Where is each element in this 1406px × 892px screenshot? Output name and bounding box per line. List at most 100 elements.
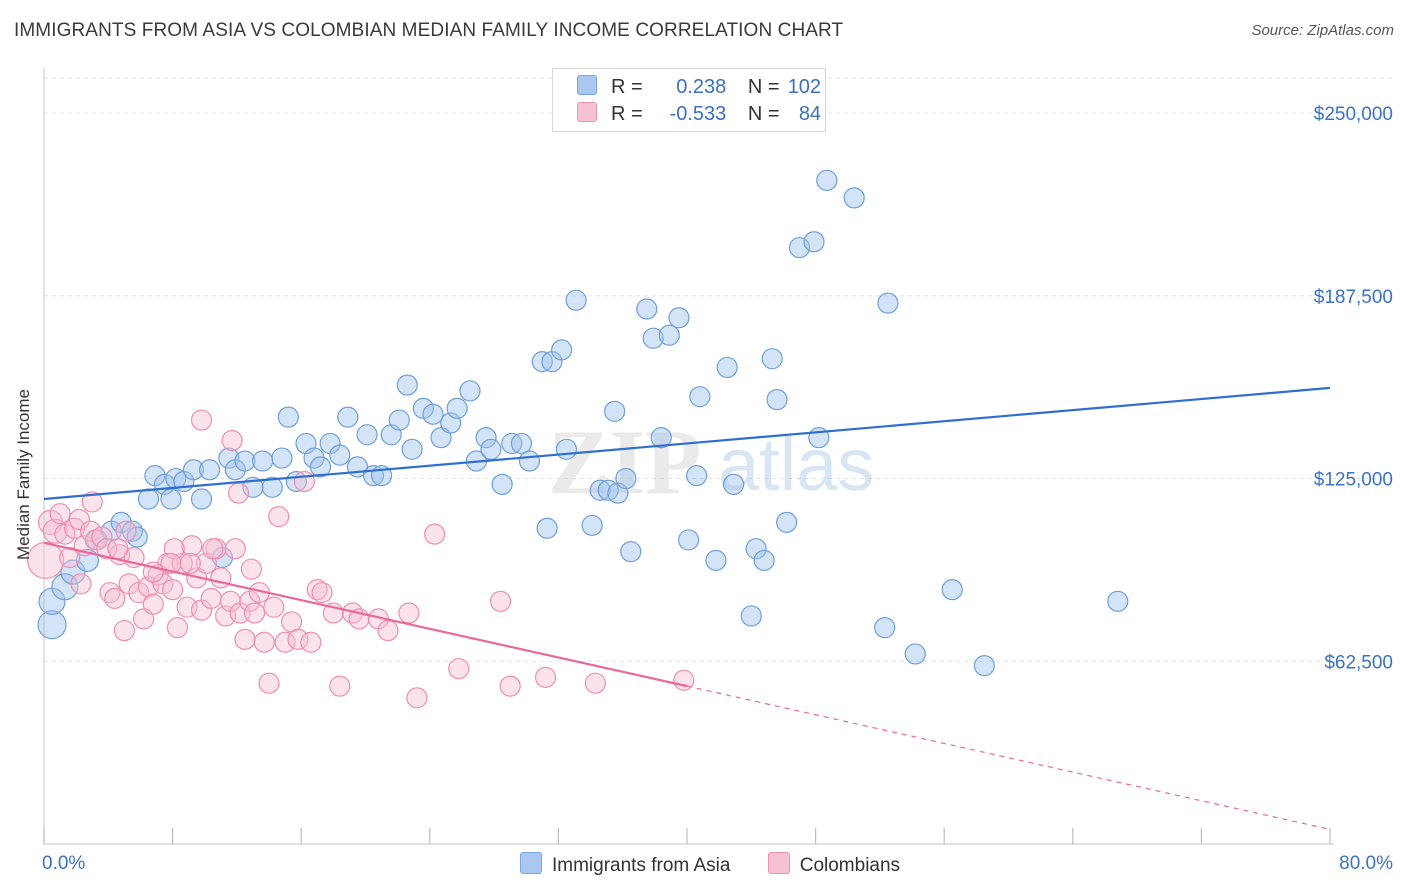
asia-point bbox=[75, 548, 100, 573]
asia-point bbox=[816, 169, 838, 191]
colombian-point bbox=[406, 687, 428, 709]
colombian-point bbox=[179, 552, 201, 574]
asia-point bbox=[1107, 590, 1129, 612]
asia-point bbox=[475, 427, 497, 449]
asia-point bbox=[766, 389, 788, 411]
legend-item-asia[interactable]: Immigrants from Asia bbox=[520, 852, 730, 877]
colombian-point bbox=[162, 579, 184, 601]
colombian-point bbox=[104, 587, 126, 610]
asia-point bbox=[277, 406, 299, 428]
legend-swatch-asia bbox=[520, 852, 542, 874]
trend-lines bbox=[43, 386, 1331, 830]
asia-point bbox=[252, 450, 274, 472]
legend-r-label: R = bbox=[611, 76, 643, 98]
colombian-point bbox=[96, 538, 118, 560]
legend-n-value: 102 bbox=[787, 76, 822, 98]
colombian-point bbox=[424, 523, 446, 545]
asia-point bbox=[776, 511, 798, 533]
axes bbox=[43, 68, 1334, 845]
colombian-point bbox=[300, 631, 322, 653]
asia-point bbox=[329, 444, 351, 466]
asia-point bbox=[803, 231, 825, 253]
legend-item-colombians[interactable]: Colombians bbox=[767, 852, 900, 877]
x-tick-labels: 0.0% 80.0% bbox=[42, 853, 1393, 874]
legend-swatch-colombians bbox=[767, 852, 790, 874]
asia-point bbox=[904, 643, 926, 665]
asia-point bbox=[678, 529, 700, 551]
asia-point bbox=[740, 605, 762, 627]
asia-point bbox=[686, 465, 708, 487]
asia-point bbox=[491, 473, 513, 495]
asia-point bbox=[337, 406, 359, 428]
asia-point bbox=[705, 549, 727, 572]
asia-point bbox=[689, 386, 711, 408]
colombian-point bbox=[210, 567, 232, 589]
colombian-point bbox=[489, 590, 512, 612]
asia-point bbox=[877, 292, 899, 314]
asia-point bbox=[581, 514, 603, 536]
series-legend: Immigrants from Asia Colombians bbox=[520, 852, 932, 877]
watermark-atlas: atlas bbox=[718, 423, 874, 506]
y-tick-label: $125,000 bbox=[1314, 470, 1393, 491]
colombian-point bbox=[584, 672, 606, 694]
y-tick-labels: $62,500 $125,000 $187,500 $250,000 bbox=[1314, 104, 1393, 673]
watermark: ZIP atlas bbox=[548, 411, 874, 513]
legend-swatch-colombians bbox=[577, 102, 597, 122]
asia-point bbox=[234, 450, 256, 472]
watermark-zip: ZIP bbox=[548, 411, 701, 513]
asia-point bbox=[60, 559, 86, 585]
asia-point bbox=[160, 488, 182, 510]
asia-trend-line bbox=[43, 386, 1331, 501]
colombian-point bbox=[227, 482, 250, 504]
legend-r-value: 0.238 bbox=[676, 76, 727, 98]
colombian-point bbox=[263, 596, 285, 618]
colombian-point bbox=[234, 628, 256, 650]
colombian-point bbox=[398, 602, 420, 624]
asia-point bbox=[551, 339, 573, 361]
colombian-point bbox=[115, 520, 137, 542]
asia-point bbox=[874, 617, 896, 639]
colombian-point bbox=[534, 666, 557, 688]
asia-point bbox=[723, 473, 745, 495]
y-tick-label: $62,500 bbox=[1324, 652, 1393, 673]
asia-point bbox=[401, 438, 423, 460]
colombian-point bbox=[49, 503, 71, 525]
colombian-point bbox=[142, 593, 164, 615]
legend-n-value: 84 bbox=[798, 103, 822, 125]
source-label: Source: ZipAtlas.com bbox=[1251, 22, 1394, 39]
colombian-point bbox=[268, 505, 290, 528]
legend-label-asia: Immigrants from Asia bbox=[552, 855, 731, 876]
asia-point bbox=[642, 327, 664, 349]
asia-point bbox=[218, 447, 240, 469]
asia-point bbox=[422, 403, 444, 425]
legend-n-label: N = bbox=[747, 103, 780, 125]
asia-point bbox=[480, 438, 502, 460]
asia-point bbox=[190, 488, 213, 510]
chart-title: IMMIGRANTS FROM ASIA VS COLOMBIAN MEDIAN… bbox=[14, 20, 844, 41]
colombian-point bbox=[499, 675, 521, 697]
colombian-point bbox=[224, 538, 246, 560]
asia-point bbox=[555, 438, 578, 460]
colombian-point bbox=[448, 657, 470, 680]
asia-point bbox=[396, 374, 418, 396]
asia-point bbox=[271, 447, 293, 469]
asia-point bbox=[356, 424, 378, 446]
colombian-trend-line-extension bbox=[686, 685, 1331, 830]
legend-row-colombians: R = -0.533 N = 84 bbox=[577, 102, 821, 126]
asia-point bbox=[941, 579, 963, 601]
colombian-point bbox=[166, 617, 189, 639]
colombian-point bbox=[200, 587, 222, 610]
colombian-point bbox=[274, 631, 296, 653]
legend-r-value: -0.533 bbox=[669, 103, 727, 125]
asia-point bbox=[620, 541, 642, 563]
asia-point bbox=[650, 427, 672, 449]
colombian-point bbox=[377, 619, 399, 642]
asia-point bbox=[430, 427, 452, 449]
stats-legend: R = 0.238 N = 102 R = -0.533 N = 84 bbox=[552, 68, 826, 132]
asia-point bbox=[589, 479, 611, 501]
asia-point bbox=[137, 488, 160, 510]
asia-point bbox=[973, 655, 995, 677]
colombian-point bbox=[329, 675, 351, 697]
x-tick-label-min: 0.0% bbox=[42, 853, 85, 874]
